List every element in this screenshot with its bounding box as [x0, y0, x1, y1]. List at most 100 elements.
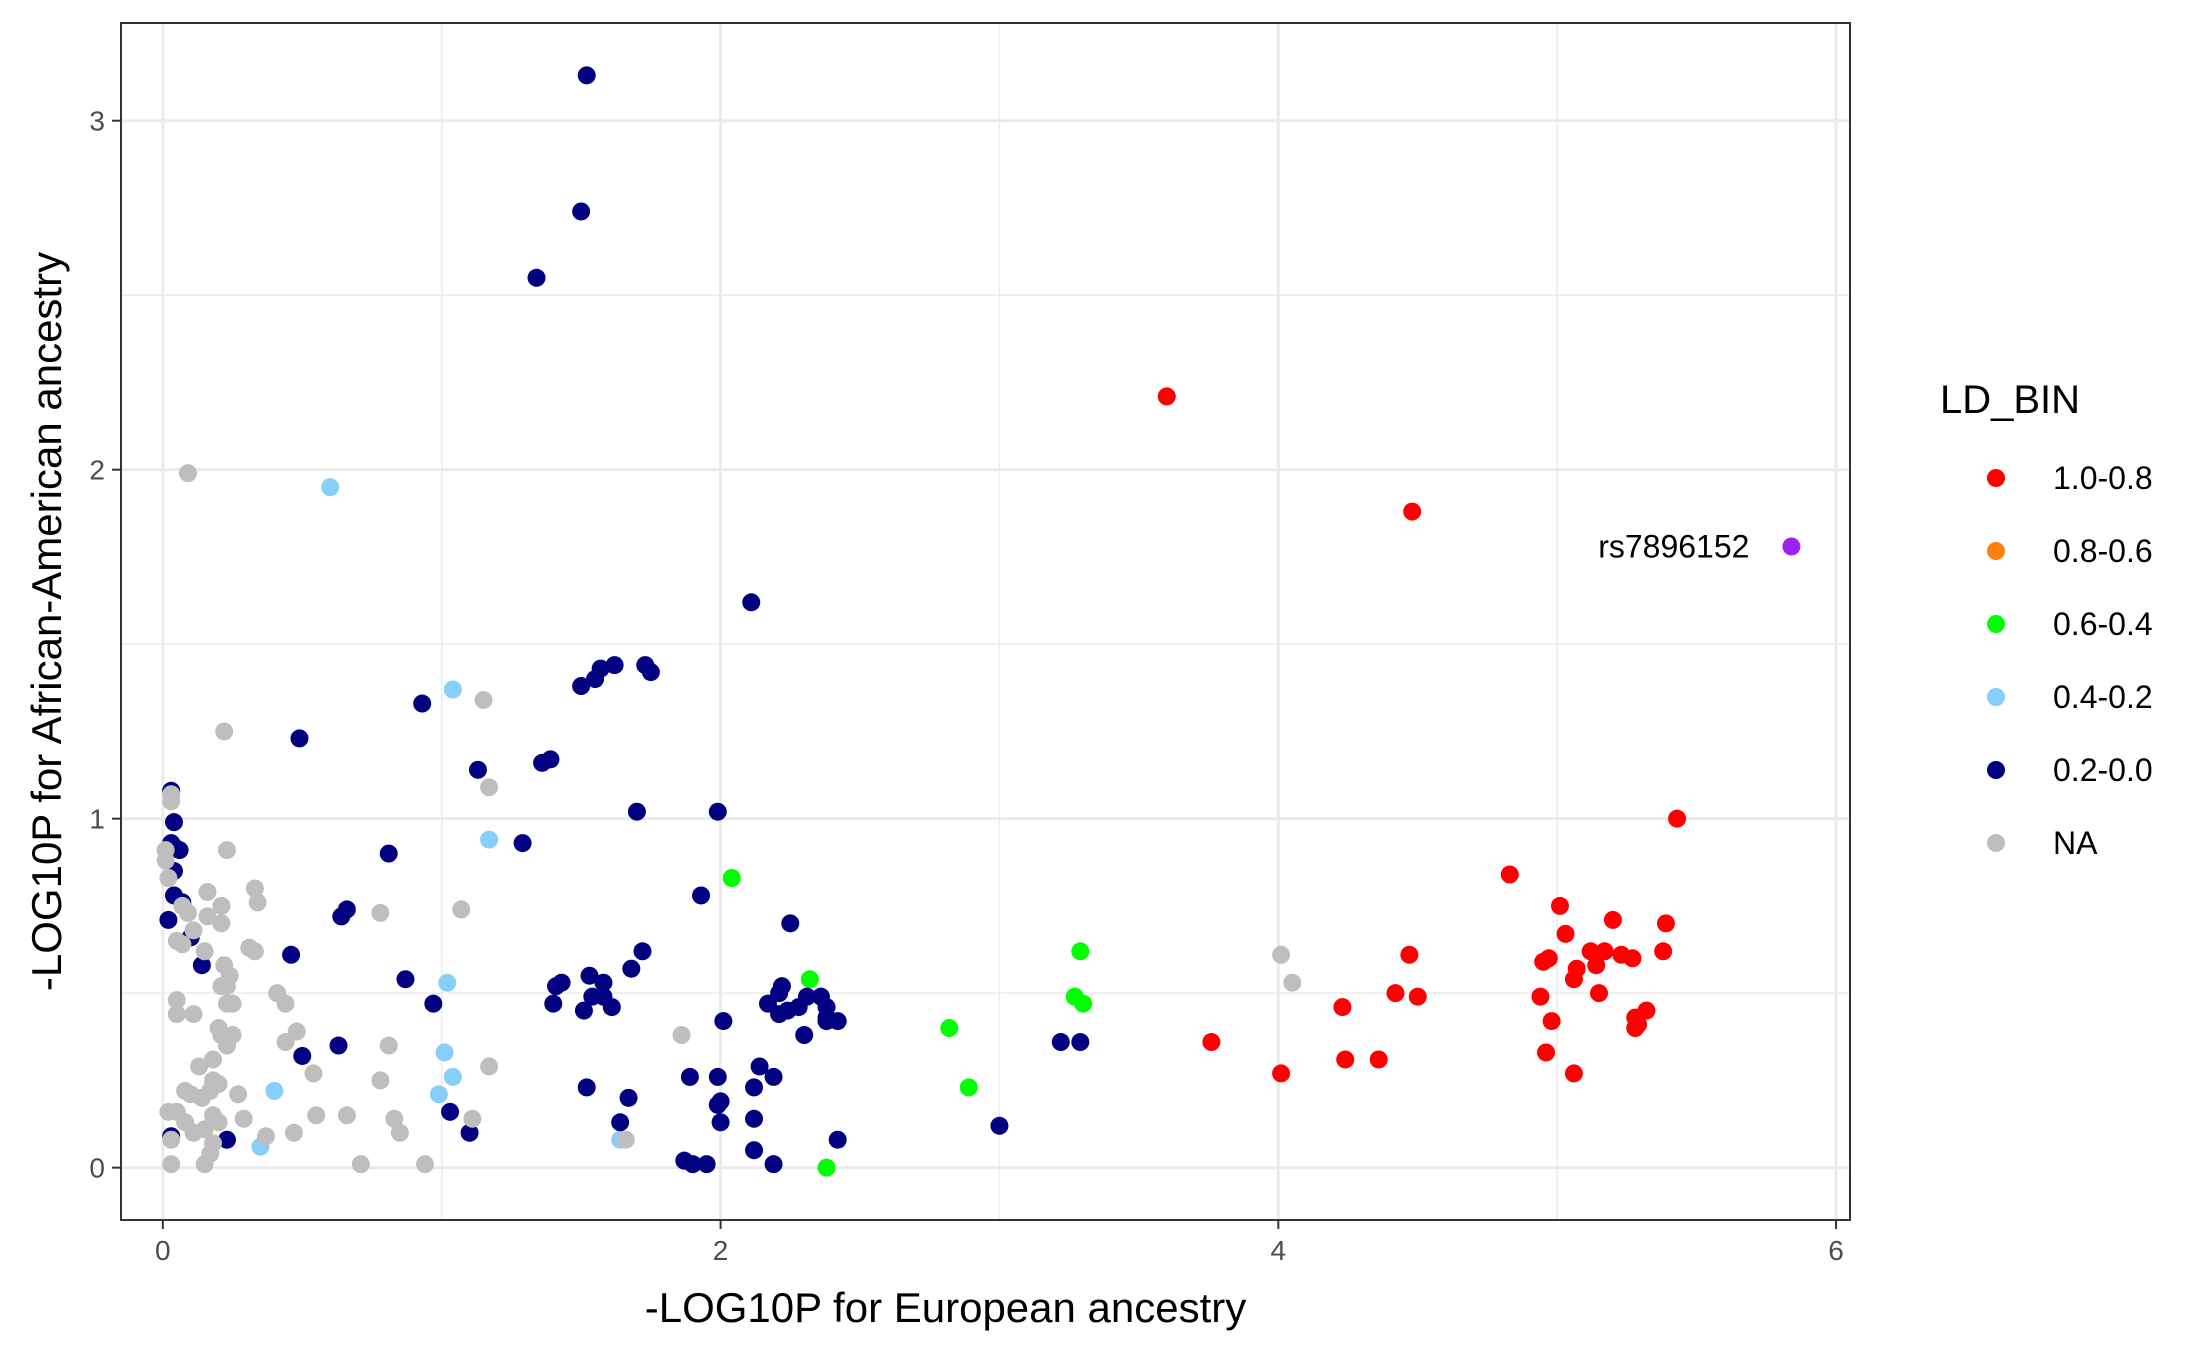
point-1-0-0-8: [1403, 502, 1422, 521]
point-0-2-0-0: [828, 1130, 847, 1149]
point-1-0-0-8: [1587, 956, 1606, 975]
point-0-2-0-0: [714, 1012, 733, 1031]
point-NA: [212, 896, 231, 915]
point-NA: [217, 841, 236, 860]
point-1-0-0-8: [1157, 387, 1176, 406]
point-NA: [307, 1106, 326, 1125]
point-NA: [245, 942, 264, 961]
point-0-2-0-0: [1051, 1033, 1070, 1052]
point-0-6-0-4: [722, 869, 741, 887]
x-axis-title: -LOG10P for European ancestry: [645, 1284, 1247, 1331]
legend-key: [1987, 834, 2005, 852]
point-0-2-0-0: [591, 659, 610, 678]
data-points: [156, 66, 1801, 1177]
point-1-0-0-8: [1656, 914, 1675, 933]
point-1-0-0-8: [1369, 1050, 1388, 1069]
point-NA: [178, 903, 197, 922]
annotation-label: rs7896152: [1598, 528, 1749, 564]
point-0-2-0-0: [708, 1067, 727, 1086]
y-tick-label: 1: [89, 804, 105, 835]
point-0-2-0-0: [192, 956, 211, 975]
point-NA: [184, 921, 203, 940]
point-1-0-0-8: [1537, 1043, 1556, 1062]
point-NA: [276, 994, 295, 1013]
point-0-2-0-0: [159, 910, 178, 929]
point-1-0-0-8: [1534, 952, 1553, 971]
point-0-6-0-4: [959, 1078, 978, 1097]
point-1-0-0-8: [1400, 945, 1419, 964]
point-NA: [162, 1155, 181, 1174]
point-0-4-0-2: [435, 1043, 454, 1062]
point-NA: [452, 900, 471, 919]
point-NA: [190, 1057, 209, 1076]
point-1-0-0-8: [1623, 949, 1642, 968]
point-0-2-0-0: [413, 694, 432, 713]
point-NA: [371, 903, 390, 922]
point-NA: [234, 1109, 253, 1128]
x-tick-label: 2: [713, 1235, 729, 1266]
point-0-2-0-0: [572, 677, 591, 696]
point-NA: [390, 1123, 409, 1142]
legend-label: 0.4-0.2: [2053, 679, 2153, 715]
grid-minor: [121, 23, 1850, 1220]
legend-label: 0.8-0.6: [2053, 533, 2153, 569]
point-NA: [212, 914, 231, 933]
point-0-2-0-0: [170, 841, 189, 860]
point-NA: [195, 942, 214, 961]
point-0-2-0-0: [605, 656, 624, 675]
point-NA: [385, 1109, 404, 1128]
point-NA: [672, 1026, 691, 1045]
point-0-2-0-0: [990, 1116, 1009, 1135]
point-NA: [304, 1064, 323, 1083]
y-axis-ticks: 0 1 2 3: [89, 106, 121, 1184]
point-0-2-0-0: [574, 1001, 593, 1020]
point-0-2-0-0: [460, 1123, 479, 1142]
grid-major: [121, 23, 1850, 1220]
point-1-0-0-8: [1564, 970, 1583, 989]
legend-label: 0.2-0.0: [2053, 752, 2153, 788]
point-0-2-0-0: [290, 729, 309, 748]
point-0-2-0-0: [293, 1046, 312, 1065]
point-0-2-0-0: [781, 914, 800, 933]
point-0-2-0-0: [527, 268, 546, 287]
point-NA: [209, 1113, 228, 1132]
point-NA: [616, 1130, 635, 1149]
point-NA: [276, 1033, 295, 1052]
point-NA: [474, 691, 493, 710]
point-0-2-0-0: [337, 900, 356, 919]
point-NA: [245, 879, 264, 898]
point-0-6-0-4: [817, 1158, 836, 1177]
point-NA: [156, 851, 175, 870]
point-0-2-0-0: [683, 1155, 702, 1174]
point-1-0-0-8: [1500, 865, 1519, 884]
legend-label: 0.6-0.4: [2053, 606, 2153, 642]
point-1-0-0-8: [1531, 987, 1550, 1006]
point-1-0-0-8: [1581, 942, 1600, 961]
legend-key: [1987, 469, 2005, 487]
point-NA: [284, 1123, 303, 1142]
point-1-0-0-8: [1542, 1012, 1561, 1031]
point-1-0-0-8: [1603, 910, 1622, 929]
point-0-2-0-0: [745, 1109, 764, 1128]
point-0-4-0-2: [429, 1085, 448, 1104]
point-0-2-0-0: [329, 1036, 348, 1055]
point-1-0-0-8: [1595, 942, 1614, 961]
point-0-2-0-0: [764, 1067, 783, 1086]
point-0-2-0-0: [711, 1113, 730, 1132]
x-tick-label: 6: [1828, 1235, 1844, 1266]
point-0-2-0-0: [1071, 1033, 1090, 1052]
annotations: rs7896152: [1598, 528, 1749, 564]
point-0-2-0-0: [611, 1113, 630, 1132]
point-1-0-0-8: [1202, 1033, 1221, 1052]
legend: LD_BIN 1.0-0.8 0.8-0.6 0.6-0.4 0.4-0.2 0.2-0…: [1940, 378, 2153, 861]
legend-entries: 1.0-0.8 0.8-0.6 0.6-0.4 0.4-0.2 0.2-0.0 NA: [1987, 460, 2153, 861]
point-0-2-0-0: [798, 987, 817, 1006]
point-0-2-0-0: [282, 945, 301, 964]
point-0-2-0-0: [692, 886, 711, 905]
point-0-2-0-0: [396, 970, 415, 989]
point-0-2-0-0: [708, 802, 727, 821]
point-0-2-0-0: [742, 593, 761, 612]
point-1-0-0-8: [1654, 942, 1673, 961]
y-tick-label: 2: [89, 455, 105, 486]
